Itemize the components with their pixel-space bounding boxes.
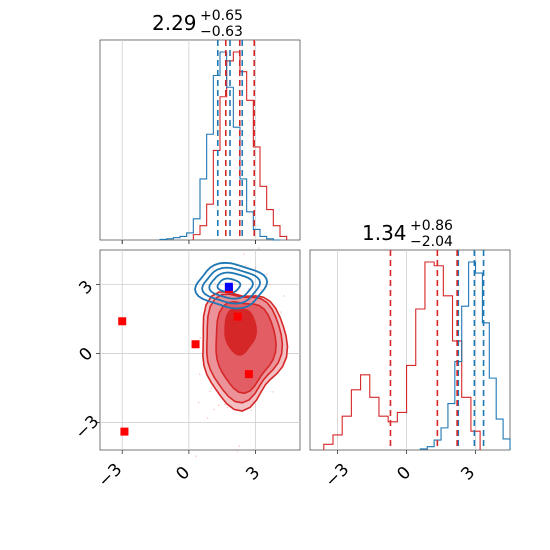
blue-contour-outer <box>194 261 269 310</box>
hist-y-xtick-3: 3 <box>457 463 479 485</box>
scatter-marker-3 <box>233 312 242 321</box>
scatter-sample-point <box>226 406 229 409</box>
hist-y-title-plus: +0.86 <box>410 218 453 234</box>
hist-x-title-minus: −0.63 <box>200 24 243 40</box>
scatter-sample-point <box>283 295 285 297</box>
scatter-sample-point <box>233 282 236 285</box>
scatter-ytick-neg3: −3 <box>71 412 103 444</box>
scatter-sample-point <box>254 266 257 269</box>
scatter-sample-point <box>194 455 197 458</box>
scatter-sample-point <box>257 247 260 249</box>
scatter-marker-2 <box>191 340 200 349</box>
blue-contour-mid <box>201 266 262 305</box>
scatter-marker-6 <box>224 282 233 291</box>
hist-y-title-value: 1.34 <box>362 221 407 245</box>
scatter-sample-point <box>210 387 213 390</box>
scatter-sample-point <box>236 450 239 452</box>
blue-contour-inner <box>208 271 254 300</box>
scatter-sample-point <box>280 311 283 313</box>
scatter-sample-point <box>217 404 220 407</box>
blue-contour-core <box>216 277 242 294</box>
hist-y-xtick-neg3: −3 <box>321 460 353 492</box>
red-contour-core <box>224 307 258 356</box>
scatter-sample-point <box>198 373 201 376</box>
scatter-xtick-3: 3 <box>242 463 264 485</box>
scatter-sample-point <box>238 445 241 447</box>
scatter-sample-point <box>272 391 274 393</box>
scatter-sample-point <box>231 280 233 283</box>
scatter-marker-1 <box>120 427 129 436</box>
scatter-sample-point <box>260 288 262 291</box>
scatter-sample-point <box>266 273 268 276</box>
scatter-xtick-neg3: −3 <box>94 460 126 492</box>
scatter-sample-point <box>212 268 214 270</box>
hist-x-title: 2.29 +0.65 −0.63 <box>152 8 243 40</box>
hist-y-title-minus: −2.04 <box>410 234 453 250</box>
scatter-xtick-0: 0 <box>172 463 194 485</box>
panel-scatter <box>96 240 301 458</box>
scatter-sample-point <box>224 403 226 406</box>
hist-y-title: 1.34 +0.86 −2.04 <box>362 218 453 250</box>
hist-x-title-value: 2.29 <box>152 11 197 35</box>
scatter-sample-point <box>243 252 246 255</box>
hist-y-series-b-hist <box>323 261 481 450</box>
scatter-sample-point <box>206 417 209 419</box>
panel-hist-x <box>99 39 301 244</box>
hist-x-series-a-hist <box>159 51 280 241</box>
scatter-marker-4 <box>244 370 253 379</box>
scatter-ytick-3: 3 <box>75 277 97 299</box>
scatter-sample-point <box>212 408 215 411</box>
scatter-sample-point <box>250 409 253 411</box>
scatter-sample-point <box>199 336 202 339</box>
hist-y-xtick-0: 0 <box>393 463 415 485</box>
scatter-sample-point <box>245 264 247 267</box>
scatter-sample-point <box>214 282 216 285</box>
panel-hist-y <box>309 249 511 454</box>
scatter-sample-point <box>197 401 200 404</box>
hist-y-series-a-hist <box>419 261 511 450</box>
scatter-ytick-0: 0 <box>75 344 97 366</box>
hist-x-title-plus: +0.65 <box>200 8 243 24</box>
scatter-marker-0 <box>118 317 127 326</box>
scatter-sample-point <box>209 390 211 393</box>
scatter-sample-point <box>269 283 271 286</box>
